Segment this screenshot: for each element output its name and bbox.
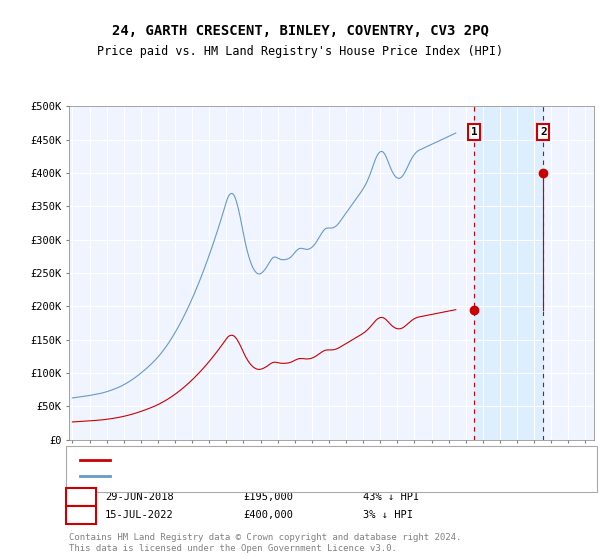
Text: 24, GARTH CRESCENT, BINLEY, COVENTRY, CV3 2PQ: 24, GARTH CRESCENT, BINLEY, COVENTRY, CV… bbox=[112, 24, 488, 38]
Text: 2: 2 bbox=[77, 510, 85, 520]
Text: Contains HM Land Registry data © Crown copyright and database right 2024.
This d: Contains HM Land Registry data © Crown c… bbox=[69, 534, 461, 553]
Text: 43% ↓ HPI: 43% ↓ HPI bbox=[363, 492, 419, 502]
Text: 3% ↓ HPI: 3% ↓ HPI bbox=[363, 510, 413, 520]
Text: 1: 1 bbox=[77, 492, 85, 502]
Text: 29-JUN-2018: 29-JUN-2018 bbox=[105, 492, 174, 502]
Text: 1: 1 bbox=[471, 127, 478, 137]
Bar bbox=[474, 106, 544, 440]
Text: 2: 2 bbox=[540, 127, 547, 137]
Text: £400,000: £400,000 bbox=[243, 510, 293, 520]
Text: £195,000: £195,000 bbox=[243, 492, 293, 502]
Text: HPI: Average price, detached house, Coventry: HPI: Average price, detached house, Cove… bbox=[117, 471, 376, 481]
Text: 24, GARTH CRESCENT, BINLEY, COVENTRY, CV3 2PQ (detached house): 24, GARTH CRESCENT, BINLEY, COVENTRY, CV… bbox=[117, 455, 481, 465]
Text: Price paid vs. HM Land Registry's House Price Index (HPI): Price paid vs. HM Land Registry's House … bbox=[97, 45, 503, 58]
Text: 15-JUL-2022: 15-JUL-2022 bbox=[105, 510, 174, 520]
